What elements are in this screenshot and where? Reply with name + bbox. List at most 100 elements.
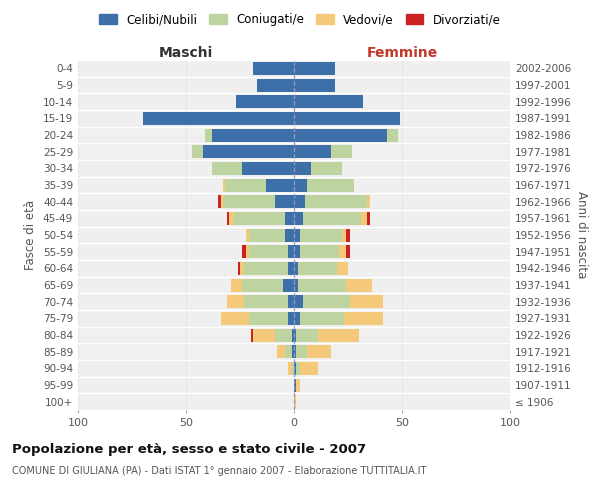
- Bar: [294, 162, 311, 175]
- Bar: [346, 228, 350, 241]
- Bar: [387, 128, 398, 141]
- Bar: [193, 145, 203, 158]
- Bar: [203, 145, 294, 158]
- Bar: [298, 278, 346, 291]
- Bar: [301, 228, 341, 241]
- Bar: [205, 128, 212, 141]
- Bar: [294, 345, 296, 358]
- Bar: [221, 195, 223, 208]
- Bar: [294, 62, 335, 75]
- Bar: [247, 245, 248, 258]
- Bar: [287, 295, 294, 308]
- Bar: [301, 245, 340, 258]
- Bar: [294, 228, 301, 241]
- Bar: [240, 262, 244, 275]
- Legend: Celibi/Nubili, Coniugati/e, Vedovi/e, Divorziati/e: Celibi/Nubili, Coniugati/e, Vedovi/e, Di…: [95, 8, 505, 31]
- Bar: [294, 145, 331, 158]
- Bar: [340, 245, 346, 258]
- Bar: [294, 378, 296, 392]
- Bar: [298, 262, 337, 275]
- Bar: [341, 228, 346, 241]
- Bar: [244, 262, 287, 275]
- Bar: [311, 162, 341, 175]
- Bar: [305, 195, 367, 208]
- Text: Popolazione per età, sesso e stato civile - 2007: Popolazione per età, sesso e stato civil…: [12, 442, 366, 456]
- Bar: [244, 295, 287, 308]
- Bar: [286, 228, 294, 241]
- Bar: [283, 278, 294, 291]
- Bar: [236, 95, 294, 108]
- Text: COMUNE DI GIULIANA (PA) - Dati ISTAT 1° gennaio 2007 - Elaborazione TUTTITALIA.I: COMUNE DI GIULIANA (PA) - Dati ISTAT 1° …: [12, 466, 427, 476]
- Bar: [367, 212, 370, 225]
- Bar: [294, 295, 302, 308]
- Bar: [287, 362, 292, 375]
- Bar: [248, 245, 287, 258]
- Bar: [302, 295, 350, 308]
- Bar: [302, 212, 361, 225]
- Bar: [294, 312, 301, 325]
- Bar: [223, 195, 275, 208]
- Bar: [294, 328, 296, 342]
- Bar: [294, 95, 363, 108]
- Bar: [223, 178, 225, 192]
- Bar: [296, 345, 307, 358]
- Bar: [251, 328, 253, 342]
- Bar: [253, 62, 294, 75]
- Bar: [361, 212, 367, 225]
- Bar: [212, 128, 294, 141]
- Bar: [257, 78, 294, 92]
- Bar: [233, 212, 286, 225]
- Bar: [350, 295, 383, 308]
- Bar: [296, 378, 301, 392]
- Bar: [294, 395, 296, 408]
- Y-axis label: Fasce di età: Fasce di età: [25, 200, 37, 270]
- Bar: [296, 328, 318, 342]
- Bar: [287, 245, 294, 258]
- Bar: [242, 245, 247, 258]
- Bar: [301, 362, 318, 375]
- Bar: [294, 112, 400, 125]
- Bar: [275, 328, 292, 342]
- Bar: [292, 345, 294, 358]
- Bar: [344, 312, 383, 325]
- Bar: [287, 312, 294, 325]
- Bar: [238, 262, 240, 275]
- Bar: [294, 212, 302, 225]
- Bar: [292, 328, 294, 342]
- Bar: [294, 128, 387, 141]
- Text: Femmine: Femmine: [367, 46, 437, 60]
- Bar: [307, 345, 331, 358]
- Bar: [346, 278, 372, 291]
- Bar: [286, 212, 294, 225]
- Y-axis label: Anni di nascita: Anni di nascita: [575, 192, 588, 278]
- Bar: [212, 162, 242, 175]
- Bar: [296, 362, 301, 375]
- Text: Maschi: Maschi: [159, 46, 213, 60]
- Bar: [253, 328, 275, 342]
- Bar: [301, 312, 344, 325]
- Bar: [247, 228, 248, 241]
- Bar: [229, 212, 233, 225]
- Bar: [318, 328, 359, 342]
- Bar: [286, 345, 292, 358]
- Bar: [227, 212, 229, 225]
- Bar: [143, 112, 294, 125]
- Bar: [221, 312, 248, 325]
- Bar: [266, 178, 294, 192]
- Bar: [248, 228, 286, 241]
- Bar: [225, 178, 266, 192]
- Bar: [294, 195, 305, 208]
- Bar: [248, 312, 287, 325]
- Bar: [331, 145, 352, 158]
- Bar: [294, 78, 335, 92]
- Bar: [294, 262, 298, 275]
- Bar: [294, 245, 301, 258]
- Bar: [275, 195, 294, 208]
- Bar: [294, 362, 296, 375]
- Bar: [346, 245, 350, 258]
- Bar: [294, 278, 298, 291]
- Bar: [337, 262, 348, 275]
- Bar: [287, 262, 294, 275]
- Bar: [277, 345, 286, 358]
- Bar: [242, 162, 294, 175]
